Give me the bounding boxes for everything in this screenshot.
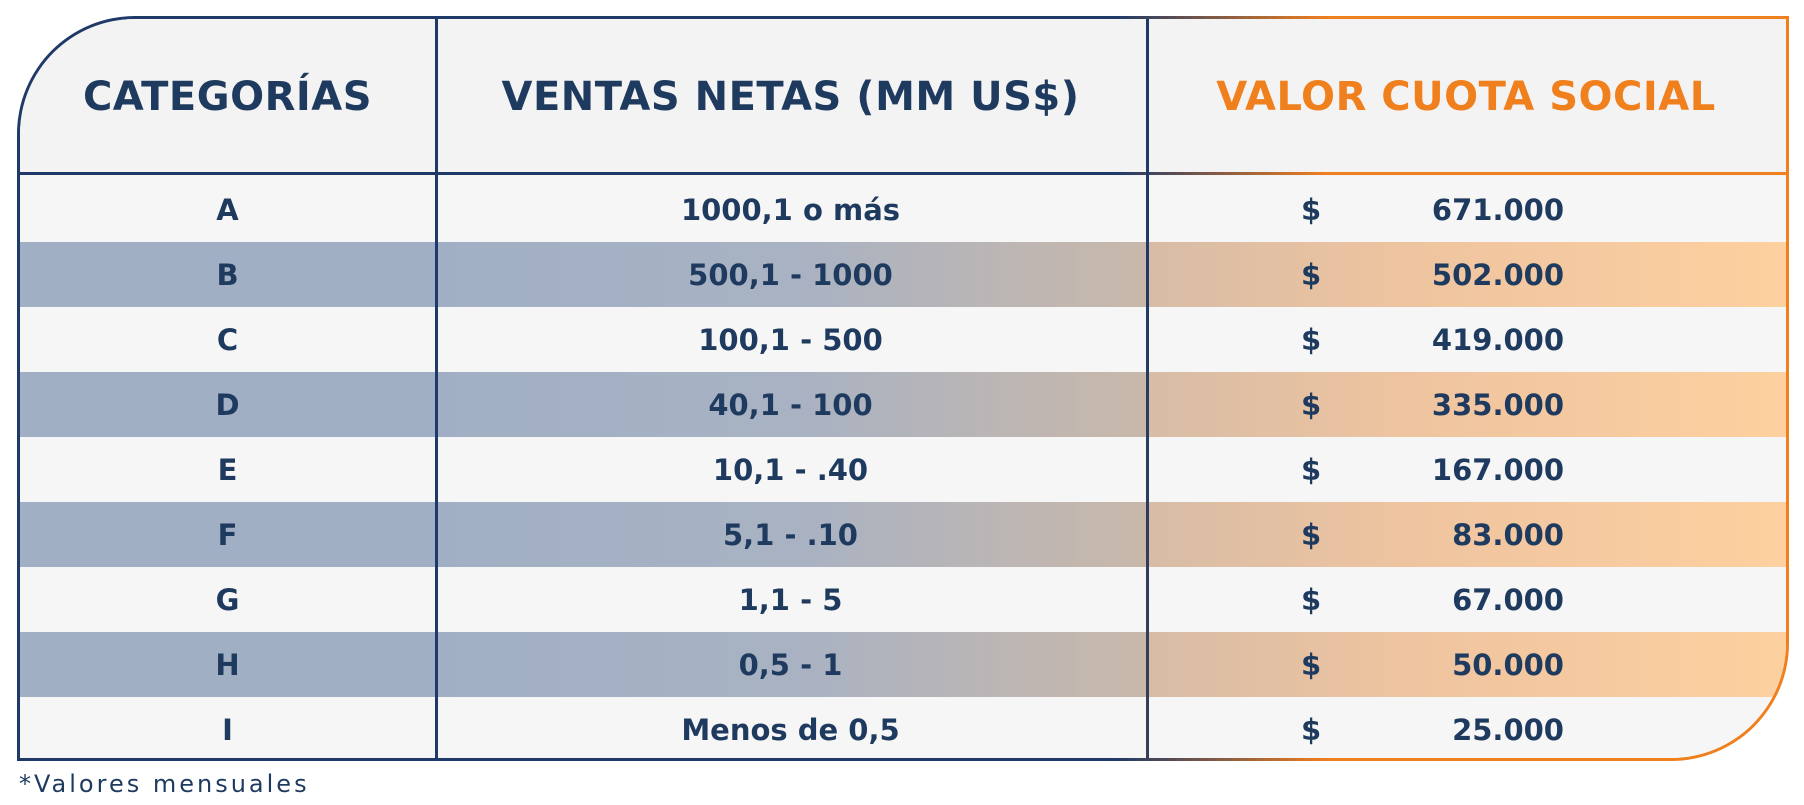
table-row: G 1,1 - 5 $67.000 (20, 567, 1786, 632)
cell-fee: $419.000 (1146, 307, 1786, 372)
cell-fee: $502.000 (1146, 242, 1786, 307)
currency-symbol: $ (1301, 582, 1322, 617)
currency-symbol: $ (1301, 712, 1322, 747)
fee-value: $67.000 (1146, 567, 1786, 632)
table-row: E 10,1 - .40 $167.000 (20, 437, 1786, 502)
cell-fee: $25.000 (1146, 697, 1786, 758)
cell-sales: 10,1 - .40 (435, 437, 1146, 502)
table-row: I Menos de 0,5 $25.000 (20, 697, 1786, 758)
table-row: F 5,1 - .10 $83.000 (20, 502, 1786, 567)
cell-fee: $50.000 (1146, 632, 1786, 697)
currency-symbol: $ (1301, 257, 1322, 292)
header-fee: VALOR CUOTA SOCIAL (1146, 19, 1786, 176)
fee-value: $335.000 (1146, 372, 1786, 437)
fee-amount: 50.000 (1452, 647, 1564, 682)
header-category: CATEGORÍAS (20, 19, 435, 176)
fee-table-frame: CATEGORÍAS VENTAS NETAS (MM US$) VALOR C… (17, 16, 1789, 761)
cell-category: C (20, 307, 435, 372)
currency-symbol: $ (1301, 452, 1322, 487)
fee-value: $50.000 (1146, 632, 1786, 697)
cell-sales: 1000,1 o más (435, 175, 1146, 242)
cell-category: G (20, 567, 435, 632)
cell-sales: 100,1 - 500 (435, 307, 1146, 372)
cell-sales: 0,5 - 1 (435, 632, 1146, 697)
fee-amount: 502.000 (1431, 257, 1564, 292)
fee-value: $419.000 (1146, 307, 1786, 372)
cell-category: A (20, 175, 435, 242)
fee-value: $167.000 (1146, 437, 1786, 502)
table-row: B 500,1 - 1000 $502.000 (20, 242, 1786, 307)
fee-table: CATEGORÍAS VENTAS NETAS (MM US$) VALOR C… (20, 19, 1786, 758)
cell-sales: Menos de 0,5 (435, 697, 1146, 758)
fee-amount: 671.000 (1431, 192, 1564, 227)
fee-amount: 167.000 (1431, 452, 1564, 487)
cell-fee: $167.000 (1146, 437, 1786, 502)
table-body: A 1000,1 o más $671.000 B 500,1 - 1000 $502.0… (20, 175, 1786, 758)
currency-symbol: $ (1301, 387, 1322, 422)
cell-category: D (20, 372, 435, 437)
currency-symbol: $ (1301, 322, 1322, 357)
cell-category: B (20, 242, 435, 307)
table-row: A 1000,1 o más $671.000 (20, 175, 1786, 242)
fee-value: $83.000 (1146, 502, 1786, 567)
header-divider (20, 172, 1786, 175)
currency-symbol: $ (1301, 192, 1322, 227)
cell-sales: 40,1 - 100 (435, 372, 1146, 437)
cell-fee: $67.000 (1146, 567, 1786, 632)
table-row: H 0,5 - 1 $50.000 (20, 632, 1786, 697)
currency-symbol: $ (1301, 647, 1322, 682)
cell-category: F (20, 502, 435, 567)
footnote: *Valores mensuales (19, 770, 310, 798)
fee-amount: 335.000 (1431, 387, 1564, 422)
cell-sales: 1,1 - 5 (435, 567, 1146, 632)
cell-sales: 500,1 - 1000 (435, 242, 1146, 307)
cell-fee: $83.000 (1146, 502, 1786, 567)
fee-value: $25.000 (1146, 697, 1786, 758)
fee-amount: 83.000 (1452, 517, 1564, 552)
column-divider-1 (435, 19, 438, 758)
fee-value: $502.000 (1146, 242, 1786, 307)
cell-sales: 5,1 - .10 (435, 502, 1146, 567)
fee-value: $671.000 (1146, 177, 1786, 242)
cell-category: E (20, 437, 435, 502)
column-divider-2 (1146, 19, 1149, 758)
cell-category: H (20, 632, 435, 697)
table-row: D 40,1 - 100 $335.000 (20, 372, 1786, 437)
fee-amount: 25.000 (1452, 712, 1564, 747)
fee-amount: 67.000 (1452, 582, 1564, 617)
cell-fee: $671.000 (1146, 175, 1786, 242)
cell-fee: $335.000 (1146, 372, 1786, 437)
header-sales: VENTAS NETAS (MM US$) (435, 19, 1146, 176)
table-row: C 100,1 - 500 $419.000 (20, 307, 1786, 372)
currency-symbol: $ (1301, 517, 1322, 552)
fee-table-inner: CATEGORÍAS VENTAS NETAS (MM US$) VALOR C… (20, 19, 1786, 758)
header-row: CATEGORÍAS VENTAS NETAS (MM US$) VALOR C… (20, 19, 1786, 176)
cell-category: I (20, 697, 435, 758)
fee-amount: 419.000 (1431, 322, 1564, 357)
